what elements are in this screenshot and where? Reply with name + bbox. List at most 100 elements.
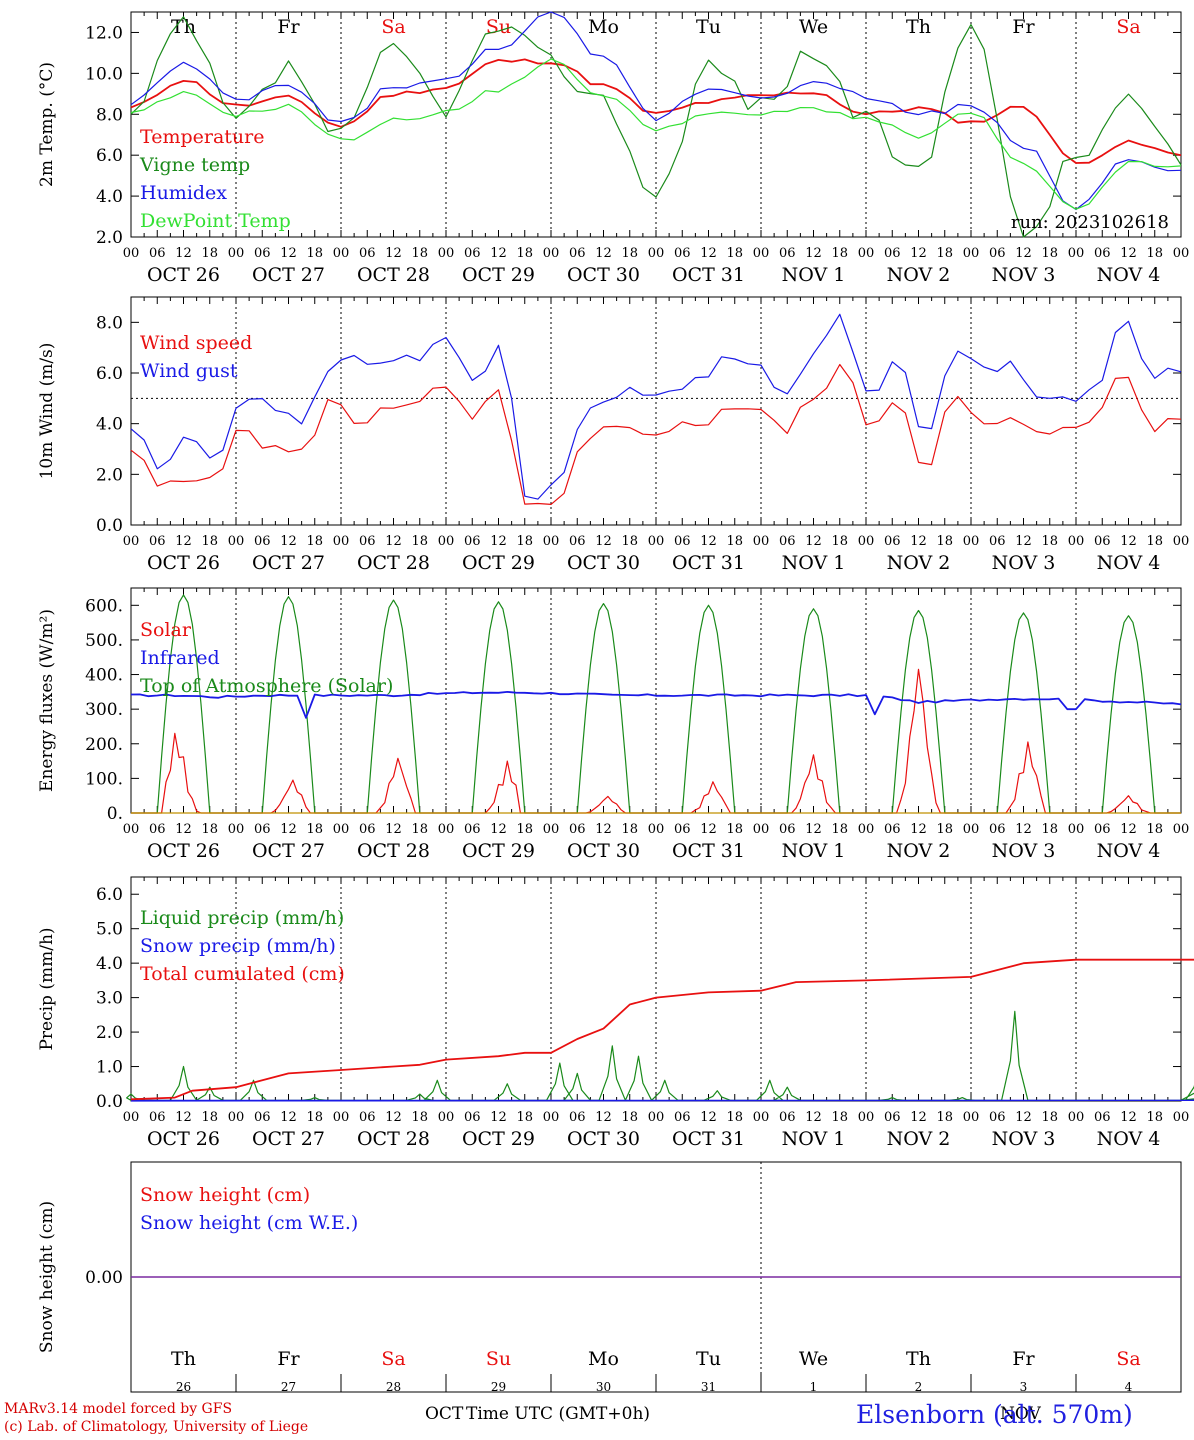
x-hour-label: 00 (963, 534, 980, 549)
x-hour-label: 18 (936, 246, 953, 261)
x-hour-label: 00 (1173, 246, 1190, 261)
x-hour-label: 12 (1120, 534, 1137, 549)
weekday-label: Sa (381, 1348, 405, 1370)
x-date-label: NOV 2 (887, 1128, 951, 1150)
x-date-label: NOV 1 (782, 552, 846, 574)
legend-entry: Infrared (140, 647, 220, 669)
x-hour-label: 00 (228, 246, 245, 261)
weekday-label: Tu (696, 1348, 721, 1370)
x-date-label: OCT 29 (462, 264, 535, 286)
x-hour-label: 00 (123, 534, 140, 549)
series-vigne-temp (130, 16, 1182, 238)
x-hour-label: 18 (621, 822, 638, 837)
x-hour-label: 00 (1068, 246, 1085, 261)
x-hour-label: 00 (753, 246, 770, 261)
x-hour-label: 00 (648, 822, 665, 837)
x-hour-label: 18 (1146, 534, 1163, 549)
x-hour-label: 00 (753, 822, 770, 837)
x-date-label: OCT 29 (462, 840, 535, 862)
panel-precip: 0.0 1.0 2.0 3.0 4.0 5.0 6.0 Precip (mm/h) 00 06 12… (37, 876, 1194, 1150)
x-hour-label: 12 (805, 246, 822, 261)
x-hour-label: 00 (1068, 534, 1085, 549)
x-date-label: NOV 1 (782, 264, 846, 286)
y-tick-label: 6.0 (96, 885, 123, 905)
x-date-label: OCT 27 (252, 840, 325, 862)
day-number-label: 28 (386, 1380, 401, 1394)
x-hour-label: 18 (1146, 822, 1163, 837)
x-hour-label: 18 (411, 822, 428, 837)
x-date-label: OCT 27 (252, 264, 325, 286)
x-hour-label: 18 (831, 246, 848, 261)
x-hour-label: 12 (700, 822, 717, 837)
x-hour-label: 18 (516, 534, 533, 549)
x-hour-label: 18 (201, 246, 218, 261)
y-tick-label: 100. (85, 769, 123, 789)
legend-entry: Solar (140, 619, 192, 641)
weekday-label: Th (906, 16, 931, 38)
x-hour-label: 12 (700, 246, 717, 261)
y-axis-label: 2m Temp. (°C) (37, 62, 57, 187)
x-hour-label: 00 (543, 1110, 560, 1125)
x-hour-label: 18 (1146, 246, 1163, 261)
x-hour-label: 12 (280, 822, 297, 837)
legend-entry: Top of Atmosphere (Solar) (140, 675, 393, 697)
x-hour-label: 00 (1173, 534, 1190, 549)
credits-line-1: MARv3.14 model forced by GFS (4, 1401, 233, 1417)
x-hour-label: 12 (175, 534, 192, 549)
x-hour-label: 06 (359, 822, 376, 837)
x-hour-label: 12 (490, 822, 507, 837)
x-hour-label: 00 (228, 822, 245, 837)
x-date-label: NOV 2 (887, 840, 951, 862)
legend-entry: Snow height (cm) (140, 1184, 310, 1206)
legend-entry: Snow precip (mm/h) (140, 935, 336, 957)
x-hour-label: 18 (726, 822, 743, 837)
x-hour-label: 06 (464, 822, 481, 837)
x-hour-label: 18 (516, 246, 533, 261)
x-date-label: OCT 29 (462, 1128, 535, 1150)
x-hour-label: 12 (280, 1110, 297, 1125)
x-hour-label: 18 (516, 822, 533, 837)
legend-entry: Wind speed (140, 332, 252, 354)
series-dewpoint-temp (130, 58, 1182, 210)
x-hour-label: 00 (648, 1110, 665, 1125)
x-hour-label: 12 (280, 246, 297, 261)
credits-line-2: (c) Lab. of Climatology, University of L… (4, 1419, 309, 1435)
day-number-label: 30 (596, 1380, 611, 1394)
x-hour-label: 12 (175, 822, 192, 837)
x-hour-label: 06 (989, 246, 1006, 261)
x-hour-label: 12 (910, 246, 927, 261)
y-tick-label: 4.0 (96, 415, 123, 435)
x-hour-label: 12 (805, 822, 822, 837)
x-hour-label: 12 (1120, 1110, 1137, 1125)
x-date-label: OCT 27 (252, 1128, 325, 1150)
x-hour-label: 18 (1041, 246, 1058, 261)
x-hour-label: 00 (858, 1110, 875, 1125)
y-tick-label: 8.0 (96, 313, 123, 333)
x-hour-label: 12 (805, 534, 822, 549)
x-hour-label: 00 (438, 534, 455, 549)
credits: MARv3.14 model forced by GFS (c) Lab. of… (4, 1400, 308, 1436)
series-temperature (130, 58, 1182, 164)
x-hour-label: 00 (963, 246, 980, 261)
legend-entry: Wind gust (140, 360, 238, 382)
x-hour-label: 00 (858, 822, 875, 837)
x-hour-label: 18 (411, 534, 428, 549)
x-date-label: OCT 31 (672, 552, 745, 574)
x-hour-label: 06 (359, 1110, 376, 1125)
y-tick-label: 6.0 (96, 364, 123, 384)
x-hour-label: 06 (359, 246, 376, 261)
x-hour-label: 06 (779, 534, 796, 549)
y-tick-label: 10.0 (85, 64, 123, 84)
x-hour-label: 06 (1094, 534, 1111, 549)
x-hour-label: 06 (779, 822, 796, 837)
y-tick-label: 0.0 (96, 1092, 123, 1112)
x-hour-label: 18 (831, 1110, 848, 1125)
x-date-label: NOV 4 (1097, 264, 1161, 286)
x-hour-label: 06 (674, 822, 691, 837)
weekday-label: Fr (1012, 1348, 1035, 1370)
weekday-label: Sa (381, 16, 405, 38)
x-hour-label: 18 (1041, 534, 1058, 549)
y-tick-label: 8.0 (96, 105, 123, 125)
x-hour-label: 12 (385, 534, 402, 549)
series-infrared (130, 691, 1182, 719)
